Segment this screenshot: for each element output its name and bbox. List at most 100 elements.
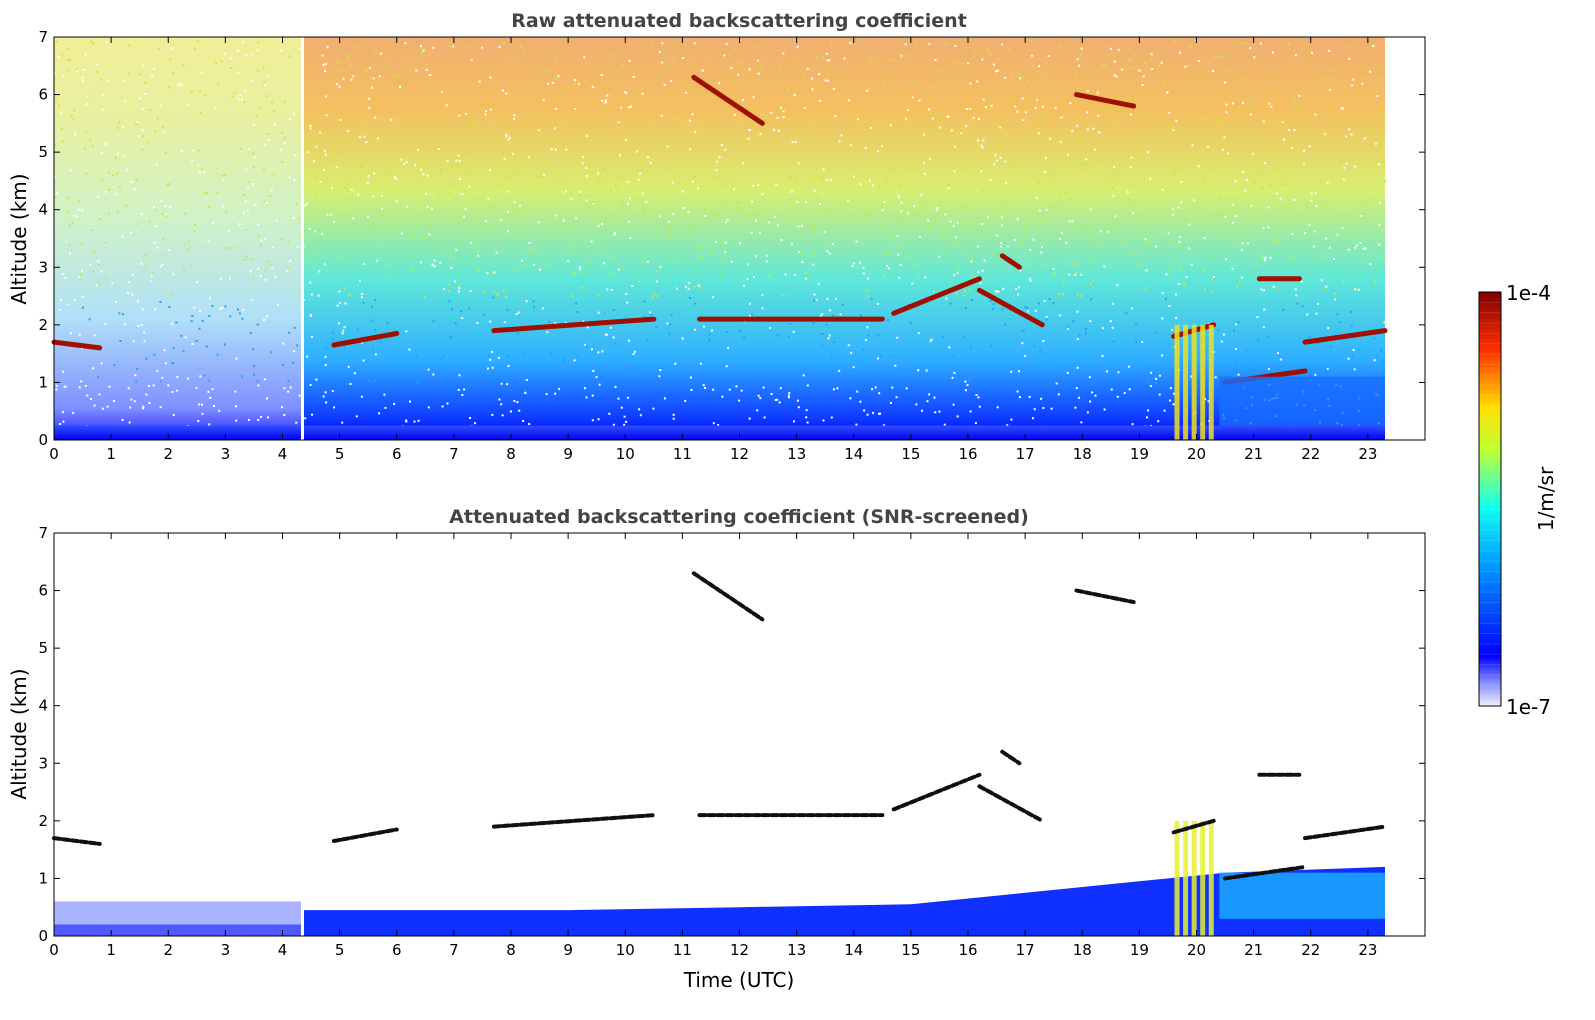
x-tick-label: 18 bbox=[1073, 941, 1092, 959]
noise-speckle bbox=[54, 39, 1387, 440]
cloud-layer bbox=[1074, 588, 1136, 605]
x-tick-label: 0 bbox=[49, 445, 59, 463]
cloud-layer bbox=[52, 836, 102, 846]
colorbar-unit-label: 1/m/sr bbox=[1534, 466, 1558, 531]
colorbar-max-label: 1e-4 bbox=[1506, 281, 1551, 305]
y-tick-label: 3 bbox=[38, 754, 48, 772]
x-tick-label: 4 bbox=[278, 941, 288, 959]
panel-screened-axes: 0 1 2 3 4 5 6 7 8 9 10 11 12 13 14 15 16 17 18 19 20 21 22 2301… bbox=[38, 524, 1426, 959]
panel-raw-title: Raw attenuated backscattering coefficien… bbox=[511, 10, 967, 32]
precip-streak bbox=[1174, 820, 1180, 936]
y-tick-label: 1 bbox=[38, 869, 48, 887]
panel-screened-xlabel: Time (UTC) bbox=[683, 968, 795, 992]
x-tick-label: 17 bbox=[1016, 445, 1035, 463]
y-tick-label: 6 bbox=[38, 86, 48, 104]
y-tick-label: 0 bbox=[38, 927, 48, 945]
colorbar-bands bbox=[1479, 301, 1501, 697]
x-tick-label: 18 bbox=[1073, 445, 1092, 463]
cloud-layer bbox=[1074, 92, 1137, 109]
precip-streak bbox=[1191, 820, 1197, 936]
cloud-layer bbox=[977, 784, 1045, 823]
y-tick-label: 1 bbox=[38, 373, 48, 391]
panel-screened-plot bbox=[52, 533, 1388, 936]
precip-streak bbox=[1191, 324, 1197, 440]
x-tick-label: 17 bbox=[1016, 941, 1035, 959]
cloud-layer bbox=[691, 74, 765, 126]
x-tick-label: 12 bbox=[730, 941, 749, 959]
y-tick-label: 2 bbox=[38, 812, 48, 830]
precip-streak bbox=[1208, 820, 1214, 936]
precip-streak bbox=[1200, 820, 1206, 936]
ground-band bbox=[54, 425, 1386, 440]
x-tick-label: 6 bbox=[392, 445, 402, 463]
x-tick-label: 13 bbox=[787, 941, 806, 959]
x-tick-label: 8 bbox=[506, 445, 516, 463]
x-tick-label: 1 bbox=[106, 445, 116, 463]
x-tick-label: 2 bbox=[163, 941, 173, 959]
cloud-layer bbox=[976, 287, 1045, 328]
y-tick-label: 0 bbox=[38, 431, 48, 449]
cloud-layer bbox=[999, 253, 1022, 270]
x-tick-label: 7 bbox=[449, 941, 459, 959]
x-tick-label: 13 bbox=[787, 445, 806, 463]
panel-screened-title: Attenuated backscattering coefficient (S… bbox=[449, 506, 1029, 528]
cloud-layer bbox=[1303, 824, 1388, 841]
x-tick-label: 23 bbox=[1358, 941, 1377, 959]
x-tick-label: 20 bbox=[1187, 941, 1206, 959]
x-tick-label: 2 bbox=[163, 445, 173, 463]
cloud-layer bbox=[491, 316, 657, 334]
x-tick-label: 3 bbox=[221, 941, 231, 959]
y-tick-label: 6 bbox=[38, 582, 48, 600]
x-tick-label: 1 bbox=[106, 941, 116, 959]
cloud-layer bbox=[1171, 818, 1216, 835]
noise-field-early bbox=[54, 37, 303, 440]
x-tick-label: 0 bbox=[49, 941, 59, 959]
x-tick-label: 4 bbox=[278, 445, 288, 463]
x-tick-label: 6 bbox=[392, 941, 402, 959]
x-tick-label: 7 bbox=[449, 445, 459, 463]
x-tick-label: 12 bbox=[730, 445, 749, 463]
boundary-layer-aerosol bbox=[1219, 872, 1386, 919]
cloud-layer bbox=[691, 571, 765, 622]
panel-raw: Raw attenuated backscattering coefficien… bbox=[7, 10, 1426, 463]
colorbar: 1e-4 1e-7 1/m/sr bbox=[1478, 281, 1558, 719]
x-tick-label: 8 bbox=[506, 941, 516, 959]
panel-raw-axes: 0 1 2 3 4 5 6 7 8 9 10 11 12 13 14 15 16 17 18 19 20 21 22 2301… bbox=[38, 28, 1426, 463]
y-tick-label: 4 bbox=[38, 697, 48, 715]
cloud-layer bbox=[891, 276, 982, 316]
panel-raw-plot bbox=[51, 37, 1388, 440]
x-tick-label: 5 bbox=[335, 941, 345, 959]
panel-screened: Attenuated backscattering coefficient (S… bbox=[7, 506, 1426, 992]
cloud-layer bbox=[1000, 749, 1022, 766]
x-tick-label: 11 bbox=[673, 941, 692, 959]
cloud-layer bbox=[491, 813, 656, 829]
x-tick-label: 10 bbox=[616, 445, 635, 463]
precip-streak bbox=[1200, 324, 1206, 440]
cloud-layer bbox=[331, 330, 400, 348]
x-tick-label: 10 bbox=[616, 941, 635, 959]
x-tick-label: 14 bbox=[844, 941, 863, 959]
cloud-layer bbox=[51, 339, 103, 351]
x-tick-label: 21 bbox=[1244, 445, 1263, 463]
x-tick-label: 22 bbox=[1301, 941, 1320, 959]
x-tick-label: 19 bbox=[1130, 941, 1149, 959]
y-tick-label: 3 bbox=[38, 258, 48, 276]
precip-streak bbox=[1183, 820, 1189, 936]
x-tick-label: 20 bbox=[1187, 445, 1206, 463]
x-tick-label: 9 bbox=[563, 445, 573, 463]
x-tick-label: 22 bbox=[1301, 445, 1320, 463]
panel-raw-ylabel: Altitude (km) bbox=[7, 173, 31, 304]
panel-screened-ylabel: Altitude (km) bbox=[7, 668, 31, 799]
colorbar-gradient bbox=[1478, 291, 1502, 707]
x-tick-label: 9 bbox=[563, 941, 573, 959]
x-tick-label: 19 bbox=[1130, 445, 1149, 463]
precip-streak bbox=[1208, 324, 1214, 440]
boundary-layer bbox=[1219, 376, 1386, 426]
cloud-layer bbox=[891, 772, 982, 812]
cloud-layer bbox=[331, 827, 399, 844]
x-tick-label: 11 bbox=[673, 445, 692, 463]
x-tick-label: 14 bbox=[844, 445, 863, 463]
x-tick-label: 21 bbox=[1244, 941, 1263, 959]
x-tick-label: 15 bbox=[901, 941, 920, 959]
